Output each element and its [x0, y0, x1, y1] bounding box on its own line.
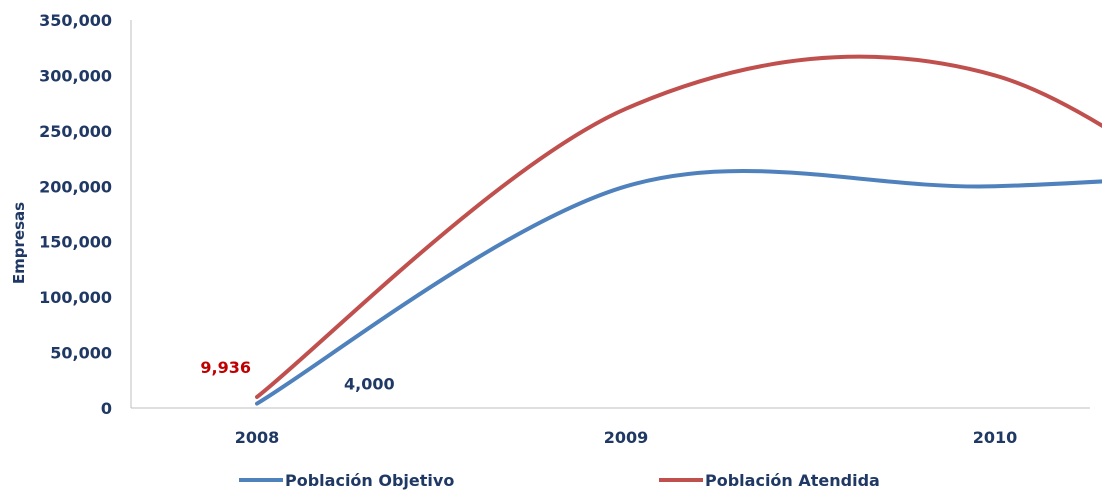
- data-label: 4,000: [344, 375, 395, 394]
- series-line-poblacion-atendida: [255, 54, 1102, 399]
- x-tick-label: 2009: [604, 428, 649, 447]
- y-tick-label: 250,000: [39, 122, 112, 141]
- data-label: 9,936: [200, 358, 251, 377]
- data-labels: 4,000220,0069,93683,032: [200, 358, 395, 394]
- x-tick-label: 2010: [973, 428, 1018, 447]
- y-tick-label: 300,000: [39, 66, 112, 85]
- y-tick-label: 100,000: [39, 288, 112, 307]
- series-line-poblacion-objetivo: [255, 169, 1102, 406]
- y-tick-label: 200,000: [39, 177, 112, 196]
- y-axis-title: Empresas: [10, 202, 28, 284]
- y-tick-label: 50,000: [50, 344, 112, 363]
- y-tick-label: 350,000: [39, 11, 112, 30]
- x-tick-label: 2008: [235, 428, 280, 447]
- legend-label: Población Objetivo: [285, 471, 454, 490]
- legend: Población Objetivo Población Atendida: [239, 471, 880, 490]
- legend-label: Población Atendida: [705, 471, 880, 490]
- y-tick-label: 150,000: [39, 233, 112, 252]
- y-axis: 0 50,000 100,000 150,000 200,000 250,000 300,0…: [39, 11, 132, 418]
- series-layer: [255, 54, 1102, 406]
- x-axis: 2008200920102011: [131, 407, 1090, 447]
- y-tick-label: 0: [101, 399, 112, 418]
